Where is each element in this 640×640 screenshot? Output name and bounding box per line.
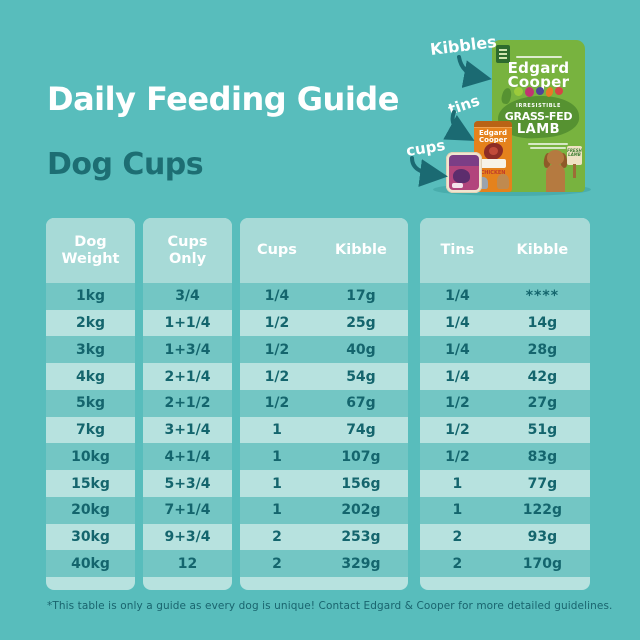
table-row: 2 93g	[420, 523, 590, 551]
carrot-icon	[544, 86, 555, 98]
table-row: 1kg	[46, 283, 135, 310]
table-row: 7+1/4	[143, 496, 232, 524]
small-dog-illustration	[497, 174, 509, 189]
table-row: 2 253g	[240, 523, 408, 551]
table-row: 10kg	[46, 443, 135, 471]
cups-only-panel: Cups Only 3/4 1+1/4 1+3/4 2+1/4 2+1/2 3+…	[143, 218, 232, 590]
cups-only-header: Cups Only	[143, 218, 232, 283]
table-row: 1/2 54g	[240, 363, 408, 390]
table-row: 1/2 67g	[240, 389, 408, 417]
table-row: 1/2 51g	[420, 416, 590, 444]
bag-flavor-line2: LAMB	[516, 122, 561, 137]
tin-flavor-band: CHICKEN	[480, 159, 506, 176]
table-row: 2kg	[46, 309, 135, 337]
table-row: 4+1/4	[143, 443, 232, 471]
table-row: 1+1/4	[143, 309, 232, 337]
table-row: 1+3/4	[143, 336, 232, 364]
table-row: 7kg	[46, 416, 135, 444]
table-row: 12	[143, 550, 232, 578]
kibbles-arrow-icon	[457, 55, 492, 88]
page-subtitle: Dog Cups	[47, 147, 204, 182]
table-row: 1/4 14g	[420, 309, 590, 337]
table-row: 1/2 83g	[420, 443, 590, 471]
bag-tagline: IRRESISTIBLE	[516, 103, 561, 109]
tins-kibble-rows: 1/4 **** 1/4 14g 1/4 28g 1/4 42g 1/2 27g 1/2 5…	[420, 283, 590, 578]
bag-brand-logo: Edgard Cooper	[507, 59, 570, 92]
table-row: 1 122g	[420, 496, 590, 524]
table-row: 1/2 40g	[240, 336, 408, 364]
cup-brand-logo: Edgard Cooper	[449, 155, 479, 166]
tins-label: tins	[445, 91, 482, 119]
table-row: 2 329g	[240, 550, 408, 578]
table-row: 5kg	[46, 389, 135, 417]
veggie-icons	[492, 86, 585, 98]
cups-kibble-panel: Cups Kibble 1/4 17g 1/2 25g 1/2 40g 1/2 54g …	[240, 218, 408, 590]
product-showcase: Edgard Cooper IRRESISTIBLE GRASS-FED LAM…	[395, 25, 640, 205]
table-row: 3/4	[143, 283, 232, 310]
table-row: 3+1/4	[143, 416, 232, 444]
adult-dog-badge-icon	[496, 45, 510, 63]
table-row: 1/4 ****	[420, 283, 590, 310]
blueberry-icon	[536, 87, 544, 95]
apple-icon	[514, 87, 523, 96]
chicken-wing-detail	[489, 147, 498, 155]
table-row: 2+1/4	[143, 363, 232, 390]
bag-flavor-line1: GRASS-FED	[504, 110, 573, 123]
table-row: 1 74g	[240, 416, 408, 444]
table-row: 5+3/4	[143, 470, 232, 497]
weight-rows: 1kg 2kg 3kg 4kg 5kg 7kg 10kg 15kg 20kg 3…	[46, 283, 135, 578]
table-row: 30kg	[46, 523, 135, 551]
beetroot-icon	[525, 87, 534, 97]
table-row: 15kg	[46, 470, 135, 497]
table-row: 3kg	[46, 336, 135, 364]
cups-label: cups	[404, 136, 447, 160]
table-row: 20kg	[46, 496, 135, 524]
table-row: 40kg	[46, 550, 135, 578]
cups-kibble-header: Cups Kibble	[240, 218, 408, 283]
cups-arrow-icon	[410, 156, 448, 187]
cup-image: Edgard Cooper	[446, 152, 482, 193]
purple-dog-illustration	[453, 169, 470, 183]
tins-kibble-panel: Tins Kibble 1/4 **** 1/4 14g 1/4 28g 1/4 42g…	[420, 218, 590, 590]
bag-tagline-decoration	[516, 56, 562, 58]
table-row: 1/2 25g	[240, 309, 408, 337]
cat-illustration	[478, 177, 488, 189]
tomato-icon	[555, 87, 563, 95]
table-row: 1/4 28g	[420, 336, 590, 364]
tin-brand-logo: Edgard Cooper	[479, 129, 507, 144]
cup-badge-decoration	[452, 183, 463, 188]
table-row: 1 202g	[240, 496, 408, 524]
tin-lid	[474, 121, 512, 128]
weight-header: Dog Weight	[46, 218, 135, 283]
cup-label	[449, 166, 479, 190]
table-row: 4kg	[46, 363, 135, 390]
table-row: 1/2 27g	[420, 389, 590, 417]
table-row: 1 107g	[240, 443, 408, 471]
table-row: 1 77g	[420, 470, 590, 497]
table-row: 1/4 42g	[420, 363, 590, 390]
weight-panel: Dog Weight 1kg 2kg 3kg 4kg 5kg 7kg 10kg …	[46, 218, 135, 590]
cups-kibble-rows: 1/4 17g 1/2 25g 1/2 40g 1/2 54g 1/2 67g 1 74g …	[240, 283, 408, 578]
table-row: 2+1/2	[143, 389, 232, 417]
table-row: 9+3/4	[143, 523, 232, 551]
kibbles-label: Kibbles	[429, 32, 498, 59]
tins-kibble-header: Tins Kibble	[420, 218, 590, 283]
disclaimer-text: *This table is only a guide as every dog…	[47, 600, 613, 612]
table-row: 1/4 17g	[240, 283, 408, 310]
cups-only-rows: 3/4 1+1/4 1+3/4 2+1/4 2+1/2 3+1/4 4+1/4 …	[143, 283, 232, 578]
table-row: 2 170g	[420, 550, 590, 578]
page-title: Daily Feeding Guide	[47, 80, 399, 118]
table-row: 1 156g	[240, 470, 408, 497]
